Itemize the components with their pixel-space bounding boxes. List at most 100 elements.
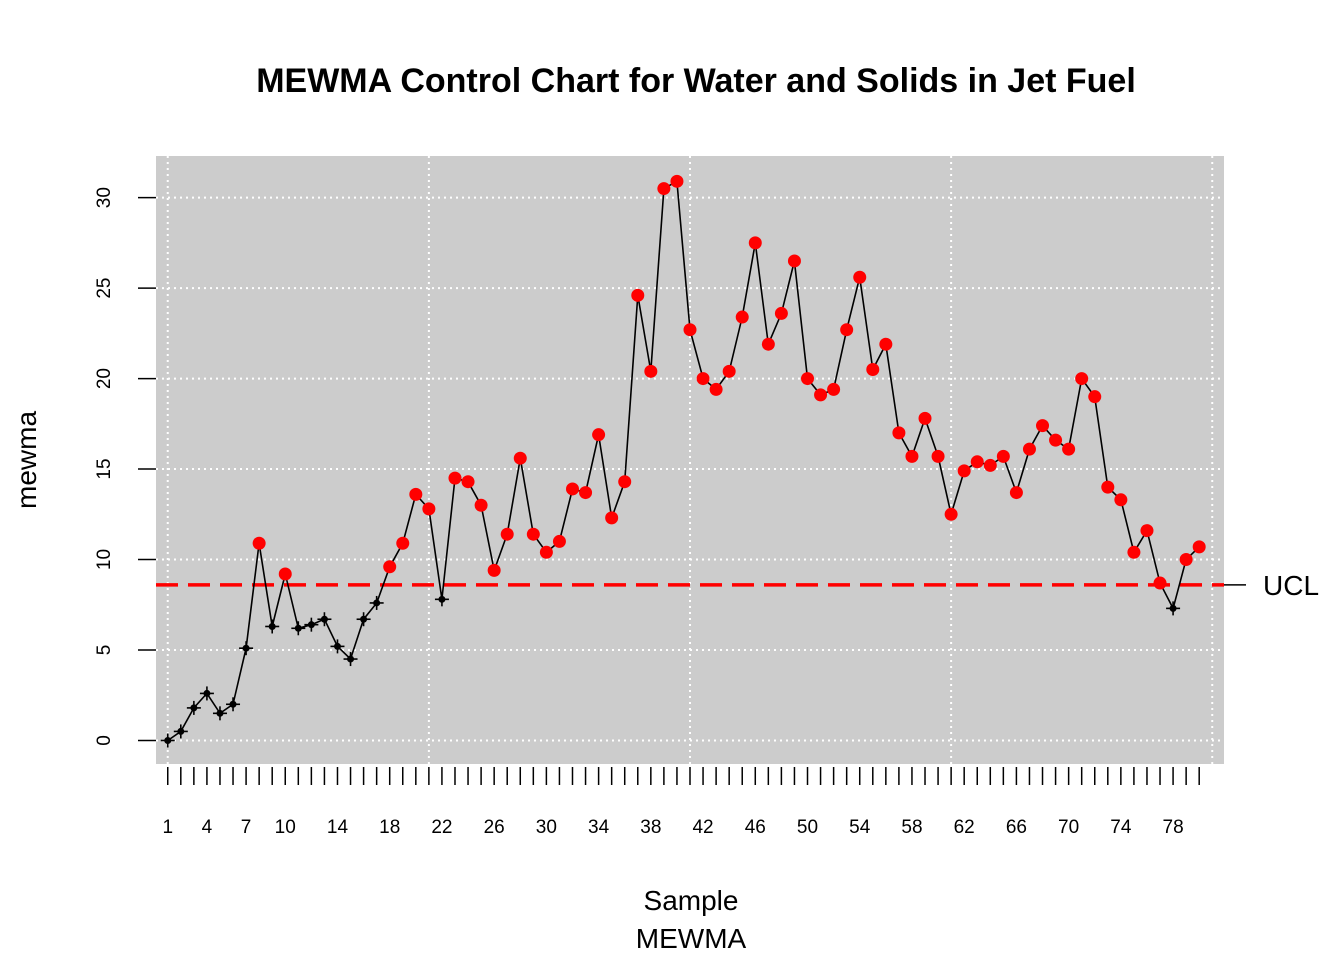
out-of-control-point bbox=[526, 527, 540, 541]
y-tick-label: 0 bbox=[94, 735, 115, 746]
out-of-control-point bbox=[696, 372, 710, 386]
out-of-control-point bbox=[748, 236, 762, 250]
out-of-control-point bbox=[605, 511, 619, 525]
in-control-point bbox=[173, 724, 188, 739]
in-control-point bbox=[330, 639, 345, 654]
x-tick-label: 18 bbox=[379, 817, 400, 838]
x-tick-label: 10 bbox=[275, 817, 296, 838]
point-dot bbox=[373, 599, 381, 607]
x-tick-label: 34 bbox=[588, 817, 610, 838]
in-control-point bbox=[1166, 601, 1181, 616]
out-of-control-point bbox=[631, 288, 645, 302]
in-control-point bbox=[291, 621, 306, 636]
out-of-control-point bbox=[474, 498, 488, 512]
out-of-control-point bbox=[552, 534, 566, 548]
x-tick-label: 1 bbox=[162, 817, 173, 838]
in-control-point bbox=[317, 612, 332, 627]
out-of-control-point bbox=[1153, 576, 1167, 590]
x-tick-label: 4 bbox=[202, 817, 213, 838]
ucl-label: UCL bbox=[1263, 570, 1319, 601]
point-dot bbox=[307, 621, 315, 629]
x-tick-label: 54 bbox=[849, 817, 871, 838]
out-of-control-point bbox=[892, 426, 906, 440]
out-of-control-point bbox=[396, 536, 410, 550]
data-series bbox=[160, 174, 1206, 748]
y-tick-label: 5 bbox=[94, 645, 115, 656]
y-tick-label: 30 bbox=[94, 187, 115, 208]
out-of-control-point bbox=[644, 364, 658, 378]
point-dot bbox=[242, 644, 250, 652]
point-dot bbox=[216, 709, 224, 717]
point-dot bbox=[320, 615, 328, 623]
out-of-control-point bbox=[735, 310, 749, 324]
point-dot bbox=[268, 622, 276, 630]
x-tick-label: 62 bbox=[954, 817, 975, 838]
out-of-control-point bbox=[970, 455, 984, 469]
x-tick-label: 14 bbox=[327, 817, 349, 838]
out-of-control-point bbox=[1179, 553, 1193, 567]
y-tick-label: 25 bbox=[94, 278, 115, 299]
x-tick-label: 66 bbox=[1006, 817, 1027, 838]
out-of-control-point bbox=[422, 502, 436, 516]
plot-background bbox=[156, 156, 1224, 764]
out-of-control-point bbox=[1088, 390, 1102, 404]
out-of-control-point bbox=[918, 411, 932, 425]
point-dot bbox=[164, 736, 172, 744]
in-control-point bbox=[199, 686, 214, 701]
point-dot bbox=[190, 704, 198, 712]
out-of-control-point bbox=[1127, 545, 1141, 559]
out-of-control-point bbox=[996, 449, 1010, 463]
in-control-point bbox=[434, 592, 449, 607]
out-of-control-point bbox=[1140, 524, 1154, 538]
point-dot bbox=[294, 624, 302, 632]
in-control-point bbox=[343, 652, 358, 667]
out-of-control-point bbox=[827, 382, 841, 396]
out-of-control-point bbox=[670, 174, 684, 188]
point-dot bbox=[333, 642, 341, 650]
x-tick-label: 42 bbox=[692, 817, 713, 838]
y-axis: 0 5 10 15 20 25 30 bbox=[94, 187, 156, 746]
out-of-control-point bbox=[709, 382, 723, 396]
out-of-control-point bbox=[513, 451, 527, 465]
grid-lines bbox=[156, 156, 1224, 764]
out-of-control-point bbox=[1101, 480, 1115, 494]
in-control-point bbox=[369, 595, 384, 610]
out-of-control-point bbox=[879, 337, 893, 351]
in-control-point bbox=[356, 612, 371, 627]
point-dot bbox=[229, 700, 237, 708]
point-dot bbox=[438, 595, 446, 603]
x-tick-label: 70 bbox=[1058, 817, 1079, 838]
y-tick-label: 10 bbox=[94, 549, 115, 570]
out-of-control-point bbox=[383, 560, 397, 574]
x-tick-label: 58 bbox=[901, 817, 922, 838]
out-of-control-point bbox=[252, 536, 266, 550]
in-control-point bbox=[226, 697, 241, 712]
x-tick-label: 30 bbox=[536, 817, 557, 838]
x-tick-label: 74 bbox=[1110, 817, 1132, 838]
out-of-control-point bbox=[1192, 540, 1206, 554]
out-of-control-point bbox=[618, 475, 632, 489]
out-of-control-point bbox=[657, 182, 671, 196]
x-tick-label: 46 bbox=[745, 817, 766, 838]
out-of-control-point bbox=[1036, 419, 1050, 433]
out-of-control-point bbox=[500, 527, 514, 541]
out-of-control-point bbox=[1022, 442, 1036, 456]
x-tick-label: 26 bbox=[484, 817, 505, 838]
out-of-control-point bbox=[983, 458, 997, 472]
point-dot bbox=[347, 655, 355, 663]
out-of-control-point bbox=[1075, 372, 1089, 386]
in-control-point bbox=[265, 619, 280, 634]
out-of-control-point bbox=[539, 545, 553, 559]
out-of-control-point bbox=[1049, 433, 1063, 447]
point-dot bbox=[203, 689, 211, 697]
out-of-control-point bbox=[1114, 493, 1128, 507]
point-dot bbox=[177, 727, 185, 735]
out-of-control-point bbox=[448, 471, 462, 485]
x-axis: 1 4 7 10 14 18 22 26 30 34 38 42 46 50 54 58 62 66 70 74 78 bbox=[162, 767, 1200, 838]
out-of-control-point bbox=[905, 449, 919, 463]
point-dot bbox=[360, 615, 368, 623]
out-of-control-point bbox=[278, 567, 292, 581]
chart-title: MEWMA Control Chart for Water and Solids… bbox=[256, 62, 1136, 100]
x-tick-label: 7 bbox=[241, 817, 252, 838]
